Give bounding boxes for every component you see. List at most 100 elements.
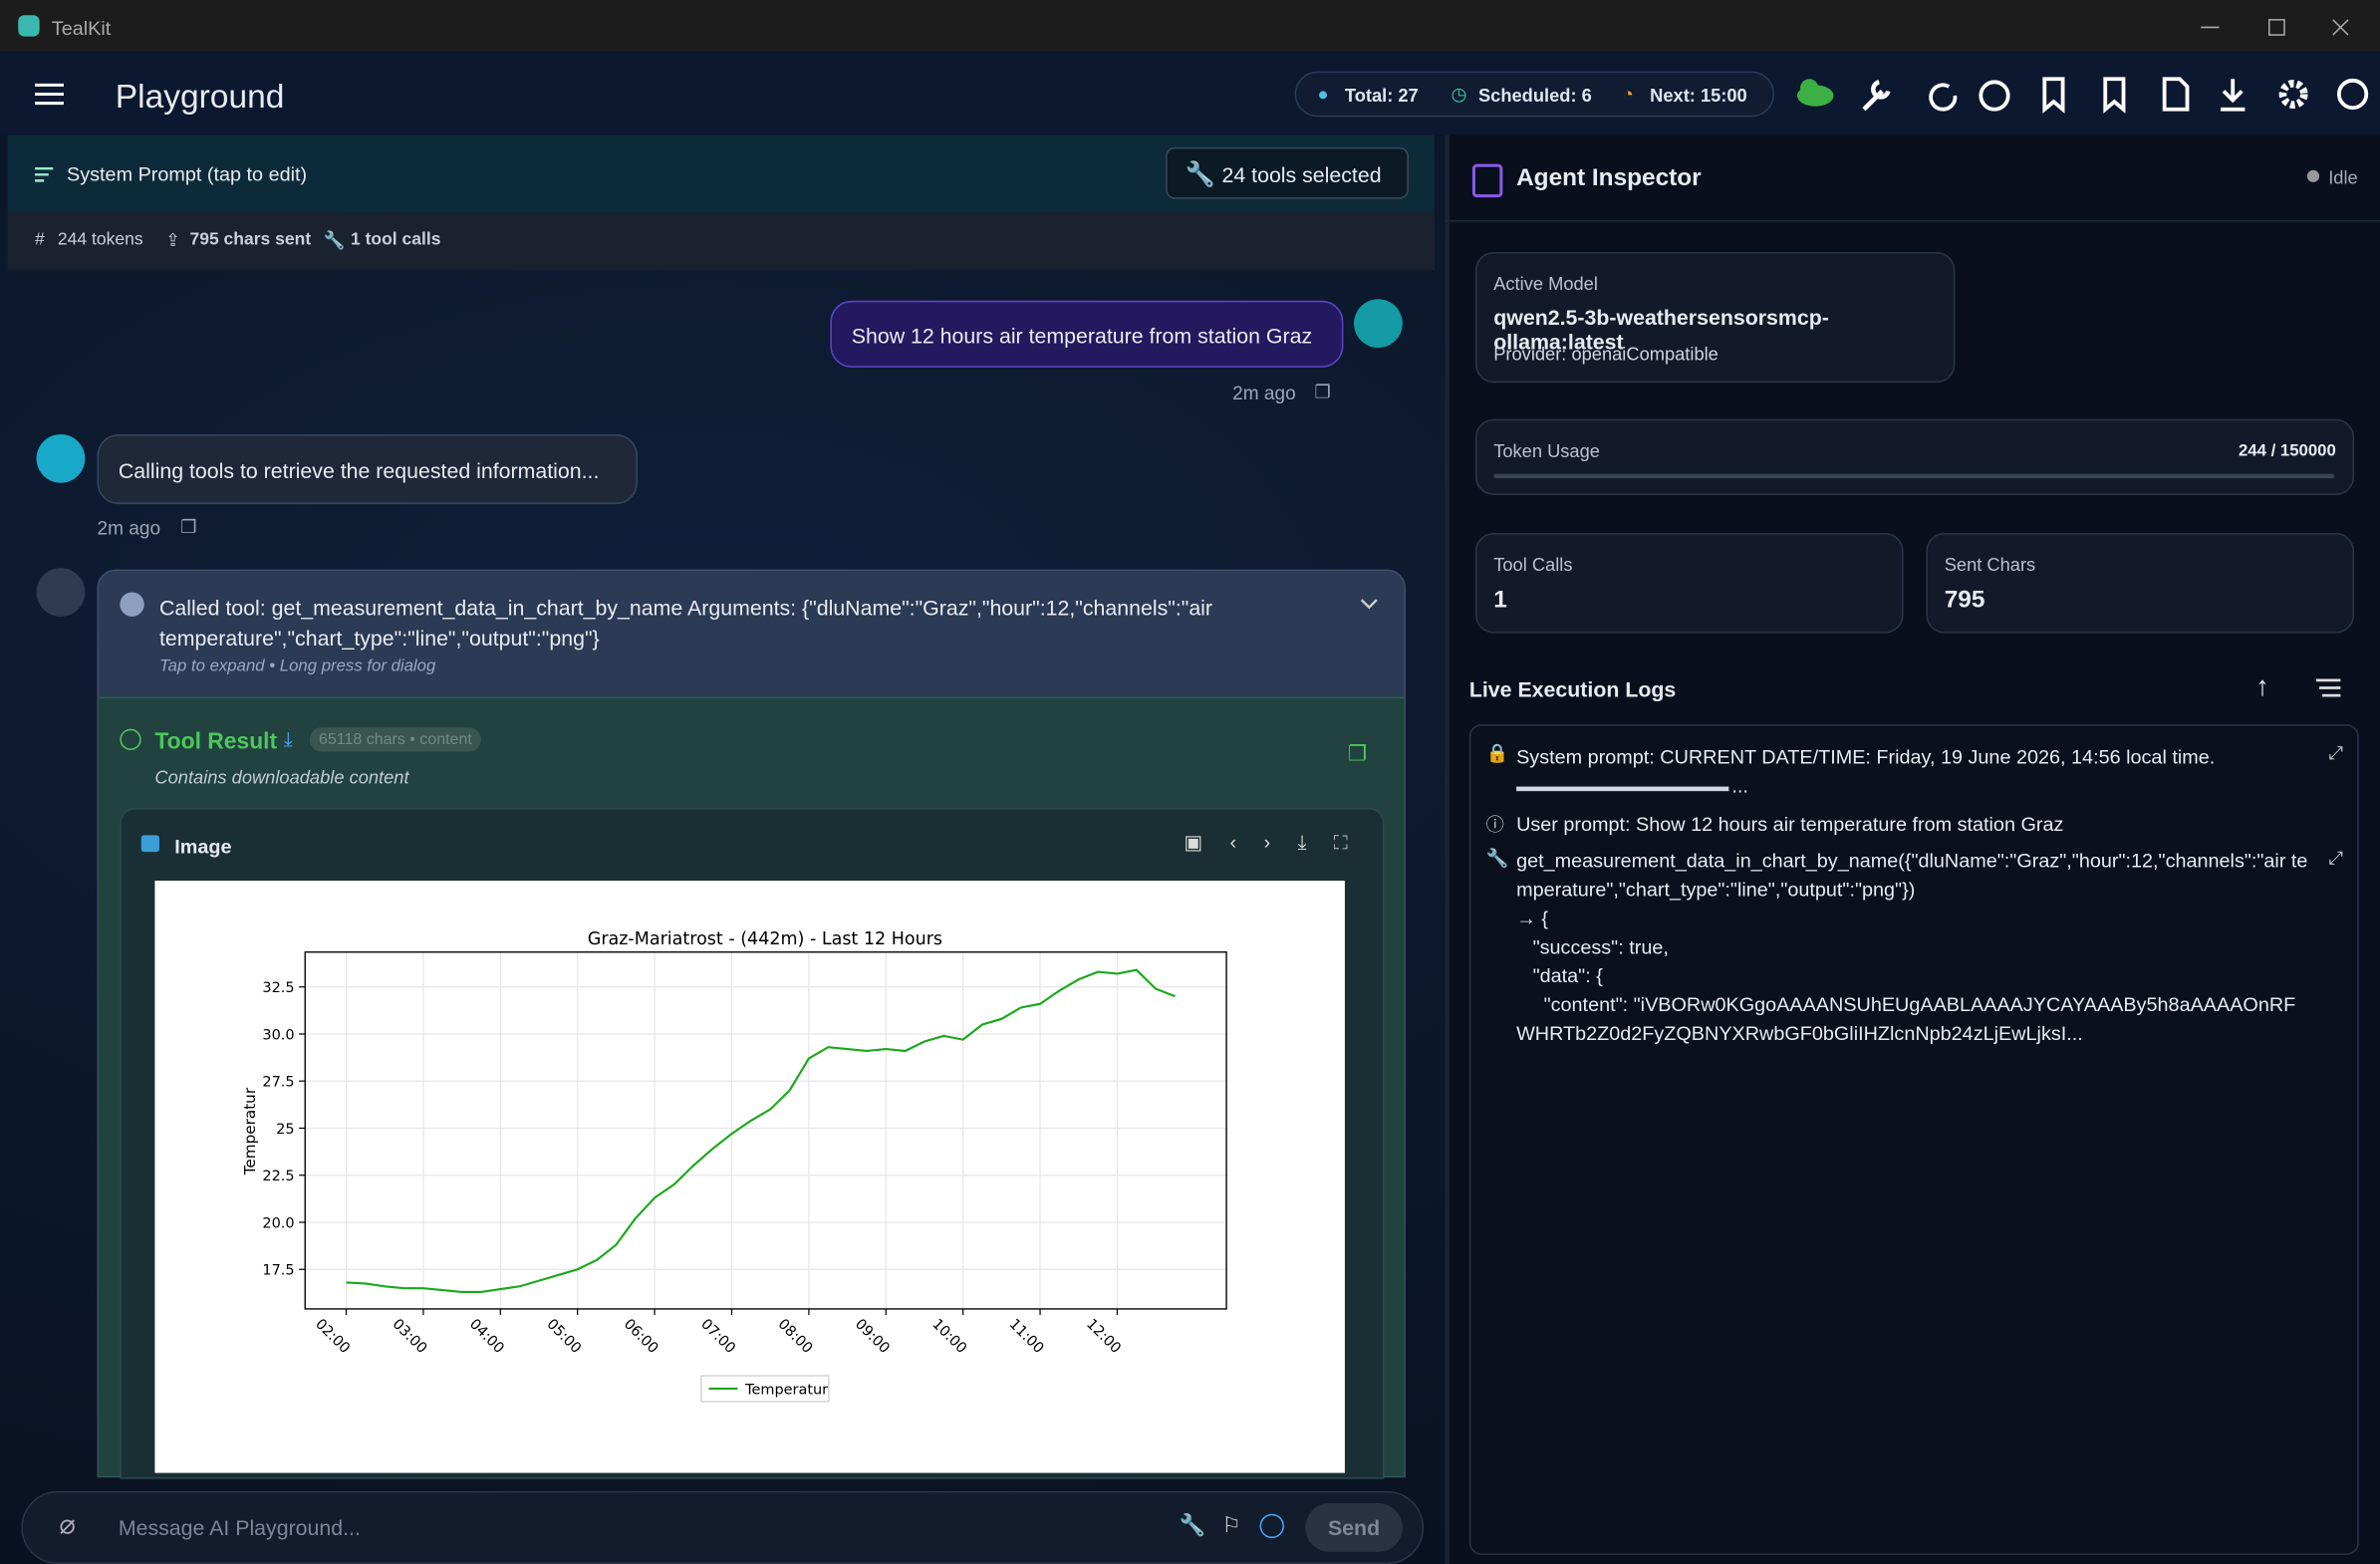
download-icon[interactable]: ⤓ [283,727,293,751]
plot-frame [304,951,1227,1310]
user-message-text: Show 12 hours air temperature from stati… [851,323,1313,349]
tool-avatar [36,568,86,617]
prompt-icon [35,166,54,182]
system-prompt-label[interactable]: System Prompt (tap to edit) [67,162,308,185]
x-tick-label: 11:00 [1006,1316,1047,1357]
tool-call-hint: Tap to expand • Long press for dialog [158,657,436,676]
log-ellipsis: ... [1731,774,1748,798]
wrap-toggle[interactable] [2314,677,2341,698]
state: Idle [2328,166,2358,189]
log-entry: System prompt: CURRENT DATE/TIME: Friday… [1516,745,2216,769]
bot-avatar [36,433,86,483]
tools-icon[interactable]: 🔧 [1179,1512,1206,1537]
menu-button[interactable] [34,82,68,106]
data-line [346,968,1176,1294]
inspector-icon [1471,163,1503,198]
model-label: Active Model [1493,273,1598,295]
model-card: Active Model qwen2.5-3b-weathersensorsmc… [1474,252,1956,384]
copy-button[interactable]: ❐ [1314,381,1331,402]
user-avatar [1354,299,1403,349]
app-bar: Playground ● Total: 27 ◷ Scheduled: 6 ◔ Nex… [0,51,2380,135]
state-dot [2306,169,2320,182]
expand-log[interactable]: ⤢ [2328,847,2343,869]
user-time: 2m ago [1232,383,1296,404]
status-pill: ● Total: 27 ◷ Scheduled: 6 ◔ Next: 15:00 [1294,71,1775,118]
tool-call[interactable]: Called tool: get_measurement_data_in_cha… [97,569,1406,700]
app-icon [18,15,40,37]
toolbar-icons[interactable] [1791,73,2376,116]
expand-button[interactable] [1359,597,1380,612]
tools-button[interactable]: 🔧 24 tools selected [1166,146,1409,199]
x-tick-label: 05:00 [543,1316,584,1357]
provider: Provider: openaiCompatible [1493,343,1719,365]
y-tick-label: 30.0 [262,1027,294,1043]
page-title: Playground [115,77,285,116]
window-title: TealKit [51,16,112,40]
window-controls[interactable] [2186,12,2368,42]
token-bar [1493,473,2335,479]
x-tick-label: 10:00 [928,1316,969,1357]
status-total: Total: 27 [1344,85,1419,107]
legend-label: Temperatur [744,1382,828,1398]
tools-selected[interactable]: 24 tools selected [1221,162,1382,187]
image-label: Image [174,835,232,859]
log-icon: 🔒 [1485,742,1509,764]
ok-icon [120,728,141,751]
size-badge: 65118 chars • content [309,727,481,752]
bot-time: 2m ago [97,517,161,540]
status-scheduled: Scheduled: 6 [1477,85,1592,107]
x-tick-label: 07:00 [697,1316,738,1357]
toolcalls-label: Tool Calls [1493,554,1573,576]
chars-stat: 795 chars sent [189,230,312,249]
toolcall-stat: 1 tool calls [350,230,441,249]
input-placeholder[interactable]: Message AI Playground... [118,1515,361,1540]
attach-button[interactable]: ⌀ [59,1509,76,1540]
log-panel: 🔒 System prompt: CURRENT DATE/TIME: Frid… [1468,724,2359,1555]
copy-button[interactable]: ❐ [1347,740,1368,766]
flag-icon[interactable]: ⚐ [1221,1512,1241,1537]
x-tick-label: 03:00 [390,1316,430,1357]
y-tick-label: 20.0 [262,1215,294,1231]
sent-value: 795 [1944,587,1985,614]
title-bar: TealKit [0,0,2380,52]
status-next: Next: 15:00 [1650,85,1747,107]
x-tick-label: 09:00 [852,1316,893,1357]
bot-message: Calling tools to retrieve the requested … [97,433,638,505]
system-prompt-bar[interactable]: System Prompt (tap to edit) 🔧 24 tools s… [7,134,1435,213]
x-tick-label: 12:00 [1083,1316,1124,1357]
log-icon: ⓘ [1485,814,1504,836]
divider [1445,220,2380,222]
x-tick-label: 06:00 [621,1316,661,1357]
token-value: 244 / 150000 [2238,441,2336,460]
user-message: Show 12 hours air temperature from stati… [830,300,1344,368]
add-icon[interactable] [1259,1513,1284,1539]
y-axis-label: Temperatur [241,1087,259,1175]
y-tick-label: 32.5 [262,980,294,996]
inspector-title: Agent Inspector [1516,165,1702,192]
tool-result-note: Contains downloadable content [154,766,409,789]
send-button[interactable]: Send [1305,1503,1403,1552]
sent-card: Sent Chars 795 [1926,533,2355,634]
tool-call-text: Called tool: get_measurement_data_in_cha… [158,595,1213,651]
y-tick-label: 22.5 [262,1169,294,1184]
message-input[interactable]: ⌀ Message AI Playground... 🔧 ⚐ Send [21,1490,1425,1564]
toolcalls-card: Tool Calls 1 [1474,533,1904,634]
model-name: qwen2.5-3b-weathersensorsmcp-ollama:late… [1493,305,1829,355]
image-actions[interactable]: ▣‹›⤓⛶ [1184,830,1376,854]
y-tick-label: 17.5 [262,1263,294,1279]
bot-message-text: Calling tools to retrieve the requested … [118,458,600,483]
copy-button[interactable]: ❐ [180,516,197,538]
image-icon [140,835,159,853]
toolcalls-value: 1 [1493,587,1507,614]
chart: Graz-Mariatrost - (442m) - Last 12 Hours… [154,881,1345,1473]
y-tick-label: 27.5 [262,1075,294,1091]
y-tick-label: 25 [276,1122,294,1138]
log-entry: get_measurement_data_in_chart_by_name({"… [1516,849,2308,1045]
scroll-top[interactable]: ↑ [2255,670,2269,702]
expand-log[interactable]: ⤢ [2328,742,2343,764]
log-entry: User prompt: Show 12 hours air temperatu… [1516,812,2064,836]
token-card: Token Usage 244 / 150000 [1474,418,2355,495]
tool-result-title: Tool Result [154,728,278,755]
